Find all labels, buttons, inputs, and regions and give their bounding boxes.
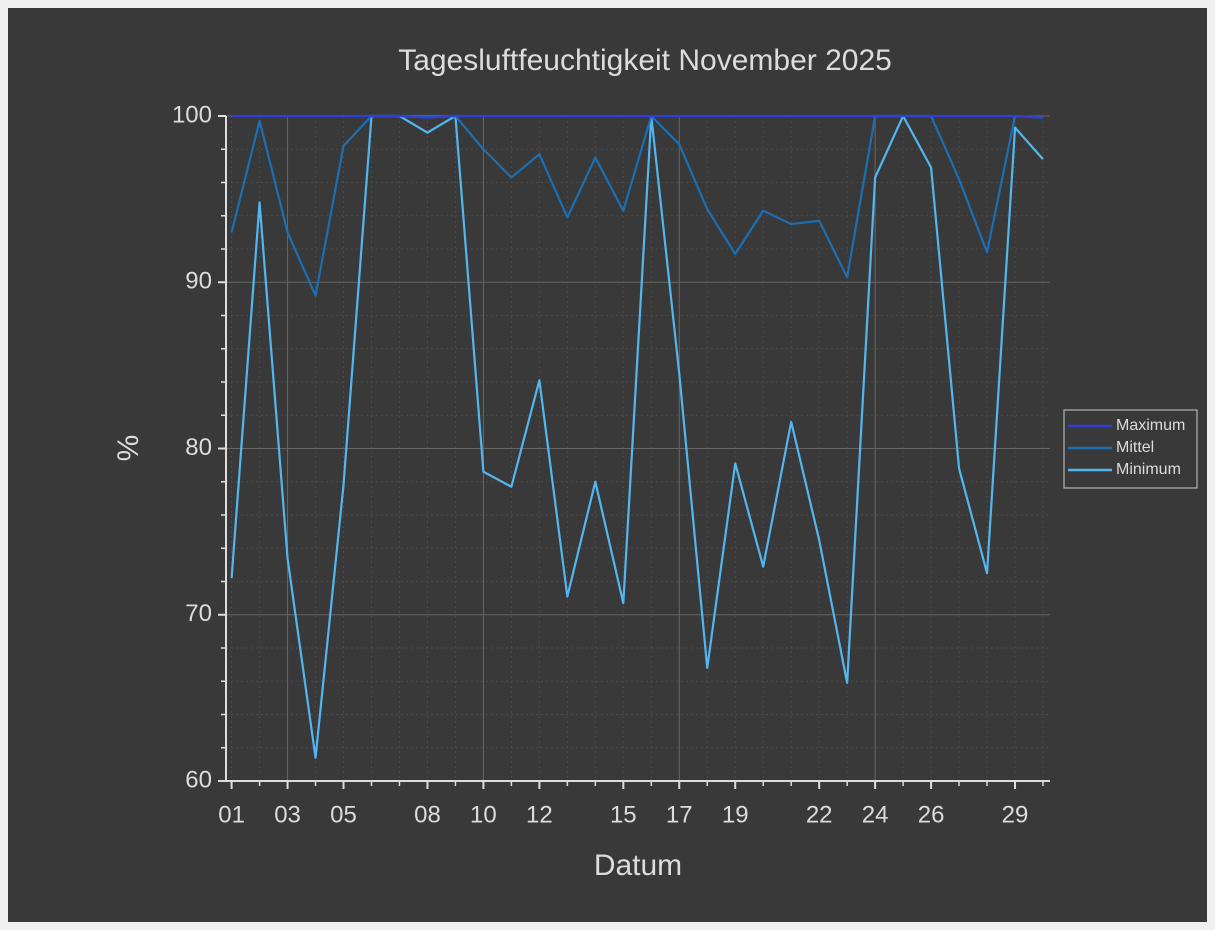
legend-label: Maximum [1116, 417, 1185, 434]
x-tick-label: 01 [218, 801, 245, 828]
x-tick-label: 24 [862, 801, 889, 828]
x-tick-label: 03 [274, 801, 301, 828]
x-tick-label: 22 [806, 801, 833, 828]
x-tick-label: 05 [330, 801, 357, 828]
chart-title: Tagesluftfeuchtigkeit November 2025 [398, 44, 892, 77]
y-tick-label: 90 [185, 268, 212, 295]
background [8, 8, 1207, 922]
y-tick-label: 60 [185, 766, 212, 793]
x-tick-label: 29 [1002, 801, 1029, 828]
x-tick-label: 10 [470, 801, 497, 828]
x-axis-label: Datum [594, 849, 682, 882]
x-tick-label: 26 [918, 801, 945, 828]
y-tick-label: 100 [172, 101, 212, 128]
y-tick-label: 80 [185, 434, 212, 461]
x-tick-label: 12 [526, 801, 553, 828]
series-line [230, 114, 1044, 759]
x-tick-label: 08 [414, 801, 441, 828]
legend-label: Mittel [1116, 439, 1154, 456]
legend-label: Minimum [1116, 461, 1181, 478]
y-axis-label: % [112, 435, 145, 462]
x-tick-label: 19 [722, 801, 749, 828]
x-tick-label: 15 [610, 801, 637, 828]
y-tick-label: 70 [185, 600, 212, 627]
series-line [231, 114, 1044, 119]
x-tick-label: 17 [666, 801, 693, 828]
